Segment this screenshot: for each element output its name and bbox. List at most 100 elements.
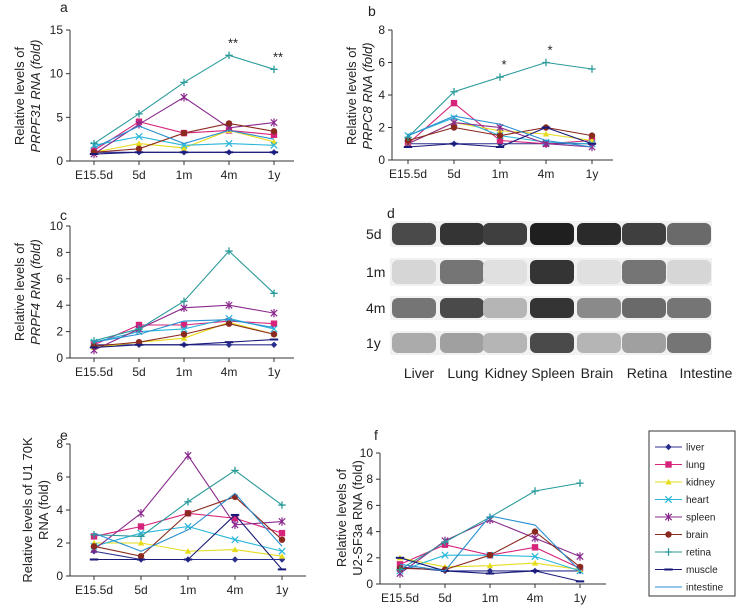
data-point-retina xyxy=(225,247,233,255)
blot-lane-label: Liver xyxy=(404,365,435,381)
data-point-retina xyxy=(450,88,458,96)
blot-lane-label: Kidney xyxy=(485,365,528,381)
legend-label: retina xyxy=(686,548,711,559)
data-point-kidney xyxy=(231,546,239,553)
y-axis-label-line: PRPC8 RNA (fold) xyxy=(360,42,375,149)
panel-label: e xyxy=(60,427,68,443)
blot-lane-label: Intestine xyxy=(680,365,733,381)
x-tick-label: 1y xyxy=(586,167,599,181)
data-point-brain xyxy=(270,331,278,338)
y-tick-label: 2 xyxy=(56,536,63,550)
panel-label: b xyxy=(368,3,376,19)
y-axis-label: Relative levels of PRPF4 RNA (fold) xyxy=(12,239,43,345)
y-tick-label: 6 xyxy=(56,272,63,286)
data-point-retina xyxy=(90,531,98,539)
significance-mark: ** xyxy=(228,35,238,50)
y-tick-label: 15 xyxy=(50,23,64,37)
data-point-kidney xyxy=(278,553,286,559)
data-point-brain xyxy=(180,129,188,137)
y-tick-label: 0 xyxy=(56,154,63,168)
data-point-kidney xyxy=(184,548,192,554)
legend-label: brain xyxy=(686,530,708,541)
data-point-retina xyxy=(90,139,98,148)
y-tick-label: 5 xyxy=(56,110,63,124)
blot-band xyxy=(577,333,621,353)
data-point-spleen xyxy=(270,308,278,318)
blot-band xyxy=(530,333,574,353)
data-point-brain xyxy=(135,338,143,346)
x-tick-label: 1m xyxy=(180,583,197,597)
blot-band xyxy=(667,260,711,284)
data-point-brain xyxy=(225,120,233,127)
data-point-brain xyxy=(588,132,596,139)
blot-band xyxy=(577,260,621,284)
blot-row-label: 1m xyxy=(366,264,385,280)
x-tick-label: E15.5d xyxy=(75,365,113,379)
data-point-spleen xyxy=(576,552,584,561)
data-point-kidney xyxy=(486,562,494,569)
x-tick-label: 4m xyxy=(227,583,244,597)
y-axis-label-line: Relative levels of xyxy=(12,46,27,145)
data-point-retina xyxy=(135,110,143,118)
x-tick-label: 4m xyxy=(221,365,238,379)
legend: liver lung kidney heart spleen brain retina mus… xyxy=(648,430,736,597)
data-point-heart xyxy=(278,547,286,555)
data-point-spleen xyxy=(137,509,145,518)
x-tick-label: 1m xyxy=(482,591,499,605)
y-axis-label-line: U2-SF3a RNA (fold) xyxy=(350,460,365,576)
y-tick-label: 2 xyxy=(56,325,63,339)
panel-label: d xyxy=(387,205,395,221)
y-tick-label: 4 xyxy=(378,88,385,102)
data-point-retina xyxy=(496,73,504,81)
y-axis-label-line: Relative levels of U1 70K xyxy=(20,437,35,583)
x-tick-label: 5d xyxy=(134,583,147,597)
data-point-lung xyxy=(531,544,539,551)
data-point-brain xyxy=(496,132,504,139)
data-point-kidney xyxy=(542,130,550,137)
y-tick-label: 4 xyxy=(56,503,63,517)
data-point-brain xyxy=(137,553,145,560)
chart-c: 0 2 4 6 8 10 E15.5d 5d 1m 4m 1y c Relative levels of… xyxy=(12,207,294,379)
legend-label: intestine xyxy=(686,583,724,594)
blot-band xyxy=(667,223,711,245)
legend-marker-retina xyxy=(664,548,673,556)
y-axis-label: Relative levels of PRPF31 RNA (fold) xyxy=(12,40,43,153)
chart-f: 0 2 4 6 8 10 E15.5d 5d 1m 4m 1y f Relative levels of… xyxy=(334,427,606,605)
y-tick-label: 2 xyxy=(366,551,373,565)
data-point-lung xyxy=(450,99,458,107)
x-tick-label: E15.5d xyxy=(381,591,419,605)
x-tick-label: E15.5d xyxy=(389,167,427,181)
data-point-kidney xyxy=(531,559,539,566)
y-axis-label-line: Relative levels of xyxy=(334,468,349,567)
data-point-heart xyxy=(231,536,239,544)
series-line-lung xyxy=(93,512,283,537)
data-point-brain xyxy=(135,145,143,152)
y-tick-label: 10 xyxy=(360,446,374,460)
y-tick-label: 0 xyxy=(366,577,373,591)
blot-band xyxy=(530,298,574,318)
y-axis-label-line: Relative levels of xyxy=(344,46,359,145)
panel-label: a xyxy=(60,0,68,15)
blot-band xyxy=(622,223,666,245)
legend-label: muscle xyxy=(686,565,718,576)
x-tick-label: 5d xyxy=(438,591,451,605)
data-point-lung xyxy=(180,321,188,329)
legend-box xyxy=(648,430,736,597)
blot-lane-label: Spleen xyxy=(531,365,575,381)
data-point-retina xyxy=(396,565,404,574)
data-point-kidney xyxy=(180,144,188,151)
data-point-retina xyxy=(225,51,233,60)
y-tick-label: 0 xyxy=(56,569,63,583)
y-tick-label: 2 xyxy=(378,121,385,135)
data-point-retina xyxy=(180,78,188,87)
x-tick-label: 1y xyxy=(574,591,587,605)
series-line-intestine xyxy=(407,115,593,148)
data-point-brain xyxy=(486,551,494,559)
data-point-retina xyxy=(90,337,98,345)
data-point-brain xyxy=(90,543,98,550)
data-point-brain xyxy=(225,320,233,327)
data-point-retina xyxy=(278,501,286,509)
chart-a: 0 5 10 15 E15.5d 5d 1m 4m 1y a Relative levels of P… xyxy=(12,0,294,182)
data-point-spleen xyxy=(270,118,278,127)
